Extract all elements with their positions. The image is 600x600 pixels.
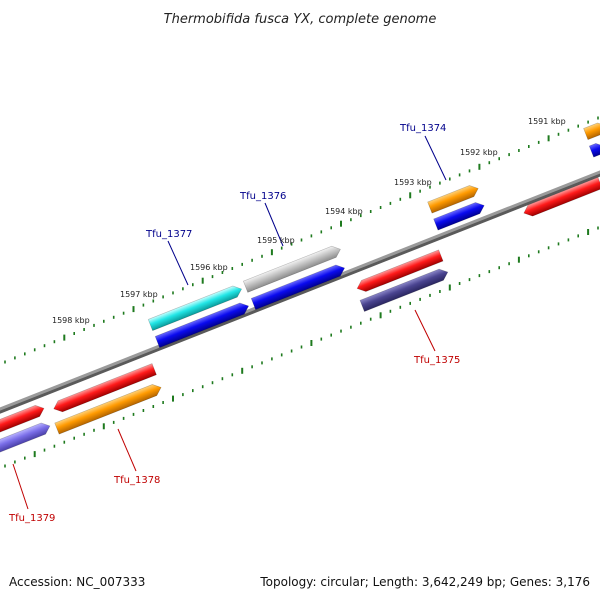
leader-tfu-1375 — [414, 309, 436, 352]
gene-1377-blue[interactable] — [154, 300, 251, 348]
gene-1375-navy[interactable] — [359, 267, 450, 312]
accession-text: Accession: NC_007333 — [9, 575, 145, 589]
gene-1379-lavender[interactable] — [0, 420, 52, 454]
tick-marks — [4, 116, 599, 468]
gene-label-tfu-1377[interactable]: Tfu_1377 — [145, 229, 192, 240]
lower-tick-row — [4, 226, 599, 468]
leader-tfu-1379 — [12, 463, 29, 510]
gene-label-tfu-1374[interactable]: Tfu_1374 — [399, 123, 446, 134]
gene-1375-red[interactable] — [355, 249, 444, 294]
gene-1374-orange[interactable] — [427, 183, 481, 214]
gene-1376-gray[interactable] — [242, 244, 342, 293]
gene-1378-orange[interactable] — [54, 382, 164, 435]
gene-1378-red[interactable] — [52, 363, 157, 415]
leader-tfu-1376 — [264, 202, 284, 247]
kbp-label: 1592 kbp — [460, 148, 498, 157]
gene-label-tfu-1376[interactable]: Tfu_1376 — [239, 191, 286, 202]
gene-edge-blue[interactable] — [588, 141, 600, 158]
gene-label-tfu-1379[interactable]: Tfu_1379 — [8, 513, 55, 524]
gene-1374-blue[interactable] — [433, 200, 487, 231]
kbp-label: 1591 kbp — [528, 117, 566, 126]
leader-tfu-1374 — [424, 135, 447, 181]
kbp-label: 1598 kbp — [52, 316, 90, 325]
gene-1379-red[interactable] — [0, 403, 46, 436]
kbp-label: 1596 kbp — [190, 263, 228, 272]
gene-label-tfu-1375[interactable]: Tfu_1375 — [413, 355, 460, 366]
upper-tick-row — [4, 116, 599, 364]
kbp-label: 1594 kbp — [325, 207, 363, 216]
kbp-label: 1595 kbp — [257, 236, 295, 245]
genome-backbone-shadow — [0, 171, 600, 414]
gene-red-right[interactable] — [522, 176, 600, 218]
gene-1377-cyan[interactable] — [147, 283, 244, 331]
gene-features — [0, 120, 600, 454]
leader-tfu-1377 — [167, 240, 189, 286]
map-title: Thermobifida fusca YX, complete genome — [164, 12, 437, 27]
gene-1376-blue[interactable] — [250, 262, 347, 310]
kbp-label: 1597 kbp — [120, 290, 158, 299]
kbp-label: 1593 kbp — [394, 178, 432, 187]
gene-label-tfu-1378[interactable]: Tfu_1378 — [113, 475, 160, 486]
gene-edge-orange[interactable] — [583, 120, 600, 141]
label-leader-lines — [12, 135, 447, 510]
leader-tfu-1378 — [117, 428, 137, 472]
genome-summary-text: Topology: circular; Length: 3,642,249 bp… — [259, 575, 590, 589]
